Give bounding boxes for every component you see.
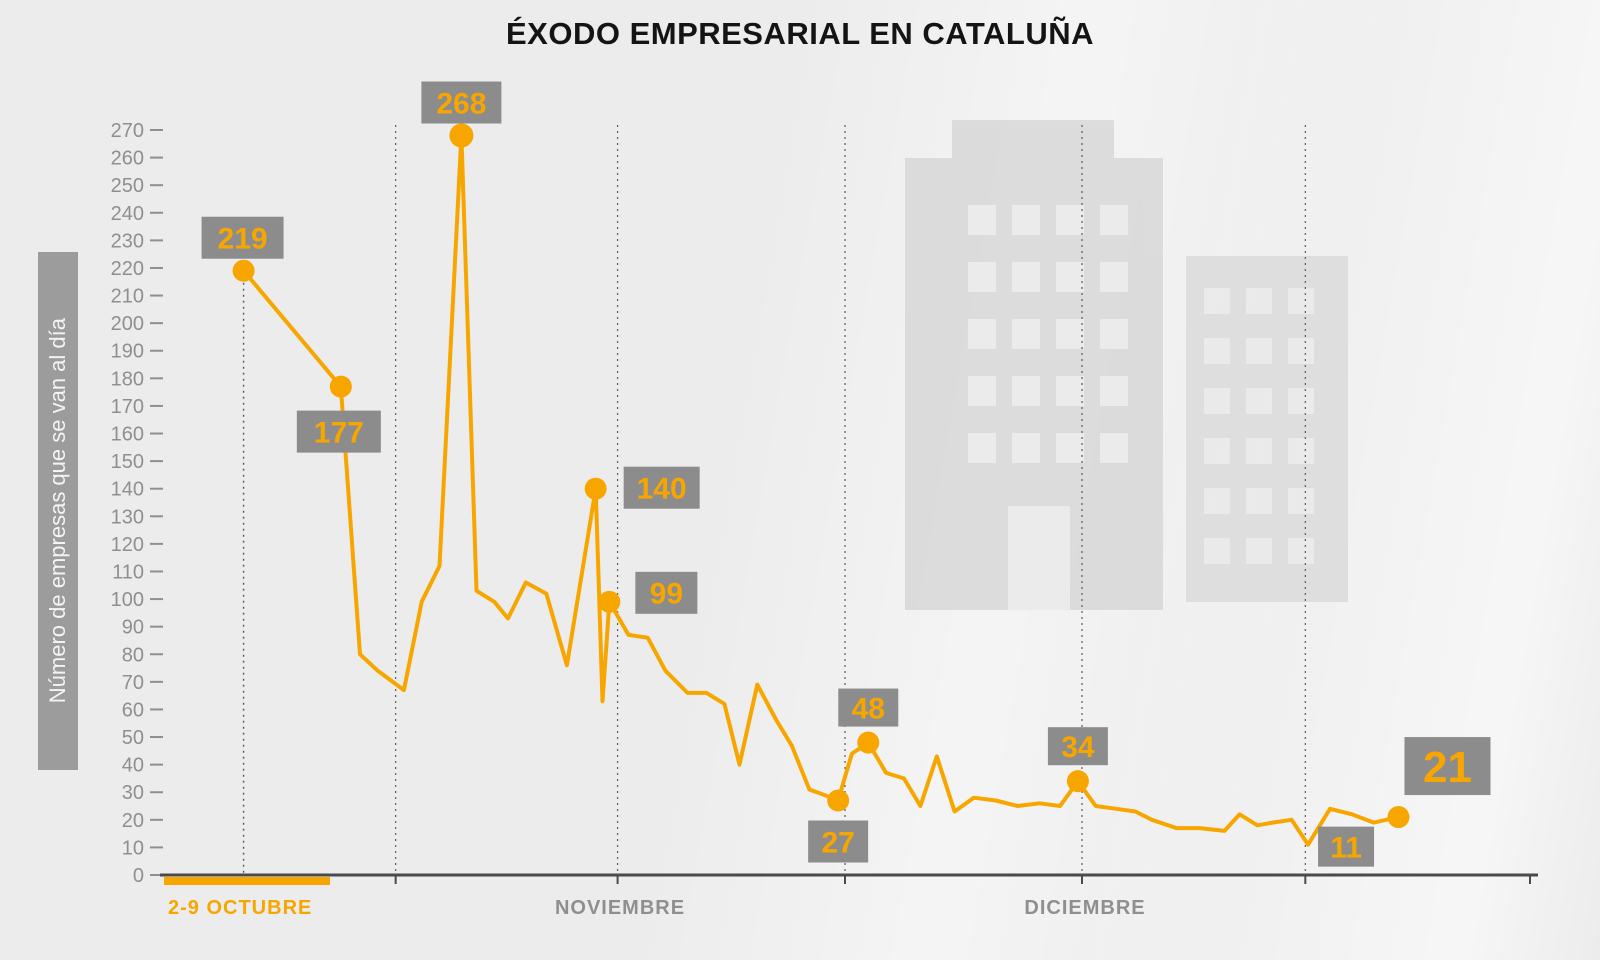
value-label-box	[1404, 737, 1491, 796]
value-label-box	[421, 81, 502, 124]
x-axis-label-octubre: 2-9 OCTUBRE	[168, 897, 313, 919]
value-label-box	[808, 820, 869, 863]
y-tick-label: 250	[111, 175, 144, 197]
data-point-dot	[584, 477, 607, 500]
value-label-text: 48	[852, 692, 885, 725]
value-label-text: 34	[1061, 731, 1095, 764]
octubre-highlight-bar	[164, 877, 330, 885]
y-tick-label: 50	[122, 727, 144, 749]
data-point-dot	[329, 375, 352, 398]
value-label-box	[838, 688, 899, 727]
y-tick-label: 0	[133, 865, 144, 887]
value-label-box	[1047, 727, 1108, 766]
value-label-box	[635, 571, 698, 614]
y-tick-label: 270	[111, 120, 144, 142]
x-axis-label-noviembre: NOVIEMBRE	[554, 897, 686, 919]
x-axis-label-diciembre: DICIEMBRE	[1024, 897, 1146, 919]
y-tick-label: 60	[122, 699, 144, 721]
y-tick-label: 20	[122, 810, 144, 832]
y-tick-label: 130	[111, 506, 144, 528]
y-tick-label: 220	[111, 258, 144, 280]
value-label-box	[296, 410, 381, 453]
data-point-dot	[1066, 770, 1089, 793]
y-tick-label: 30	[122, 782, 144, 804]
y-tick-label: 240	[111, 203, 144, 225]
data-point-dot	[827, 789, 850, 812]
y-tick-label: 180	[111, 368, 144, 390]
y-tick-label: 200	[111, 313, 144, 335]
y-tick-label: 120	[111, 534, 144, 556]
y-tick-label: 140	[111, 479, 144, 501]
y-tick-label: 80	[122, 644, 144, 666]
y-tick-label: 190	[111, 341, 144, 363]
y-tick-label: 160	[111, 424, 144, 446]
value-label-text: 219	[218, 223, 268, 256]
value-label-box	[623, 466, 700, 509]
value-label-box	[201, 216, 284, 259]
y-tick-label: 90	[122, 617, 144, 639]
value-label-text: 27	[821, 826, 854, 859]
value-label-text: 11	[1330, 831, 1362, 864]
value-label-text: 177	[314, 416, 364, 449]
y-tick-label: 110	[112, 561, 144, 583]
y-tick-label: 40	[122, 755, 144, 777]
y-tick-label: 170	[111, 396, 144, 418]
value-label-box	[1318, 826, 1375, 867]
data-point-dot	[1387, 806, 1410, 829]
value-label-text: 99	[650, 578, 683, 611]
data-point-dot	[598, 590, 621, 613]
data-point-dot	[449, 123, 474, 148]
data-point-dot	[232, 259, 255, 282]
y-tick-label: 210	[111, 286, 144, 308]
y-tick-label: 100	[111, 589, 144, 611]
value-label-text: 268	[436, 87, 486, 120]
y-tick-label: 70	[122, 672, 144, 694]
y-tick-label: 260	[111, 148, 144, 170]
y-tick-label: 230	[111, 230, 144, 252]
value-label-text: 21	[1423, 743, 1472, 792]
buildings-watermark-icon	[905, 120, 1348, 610]
y-tick-label: 150	[111, 451, 144, 473]
value-label-text: 140	[637, 473, 687, 506]
chart-title: ÉXODO EMPRESARIAL EN CATALUÑA	[505, 16, 1095, 51]
data-point-dot	[857, 731, 880, 754]
y-tick-label: 10	[122, 837, 144, 859]
y-axis-label-band: Número de empresas que se van al día	[38, 252, 78, 770]
